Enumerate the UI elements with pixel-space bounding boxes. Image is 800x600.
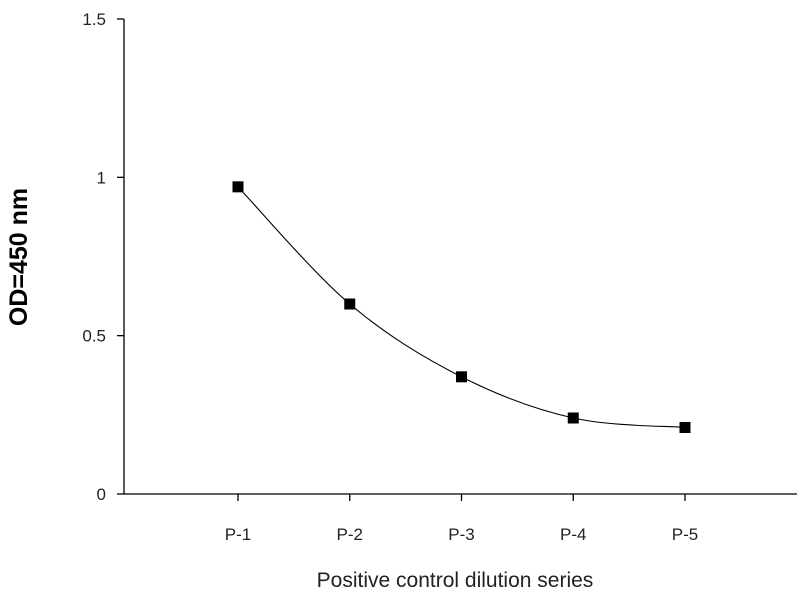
y-axis-title: OD=450 nm: [5, 188, 33, 326]
x-tick-label: P-3: [448, 525, 474, 544]
x-tick-label: P-5: [672, 525, 698, 544]
series-markers: [232, 181, 691, 433]
data-point-marker-p-1: [232, 181, 244, 193]
x-tick-label: P-2: [337, 525, 363, 544]
data-point-marker-p-4: [567, 412, 579, 424]
x-tick-label: P-4: [560, 525, 586, 544]
data-point-marker-p-3: [456, 371, 467, 383]
x-axis-title: Positive control dilution series: [317, 569, 594, 592]
series-line: [237, 186, 686, 429]
y-tick-label: 1: [97, 168, 106, 187]
data-point-marker-p-2: [344, 298, 356, 310]
data-point-marker-p-5: [679, 422, 691, 433]
y-tick-label: 0: [97, 485, 106, 504]
x-ticks: P-1 P-2 P-3 P-4 P-5: [225, 494, 698, 544]
y-tick-label: 0.5: [82, 327, 106, 346]
x-tick-label: P-1: [225, 525, 251, 544]
plot-area: 0 0.5 1 1.5 P-1 P-2 P-3 P-4 P-5: [82, 10, 797, 544]
y-ticks: 0 0.5 1 1.5: [82, 10, 124, 504]
y-tick-label: 1.5: [82, 10, 106, 29]
